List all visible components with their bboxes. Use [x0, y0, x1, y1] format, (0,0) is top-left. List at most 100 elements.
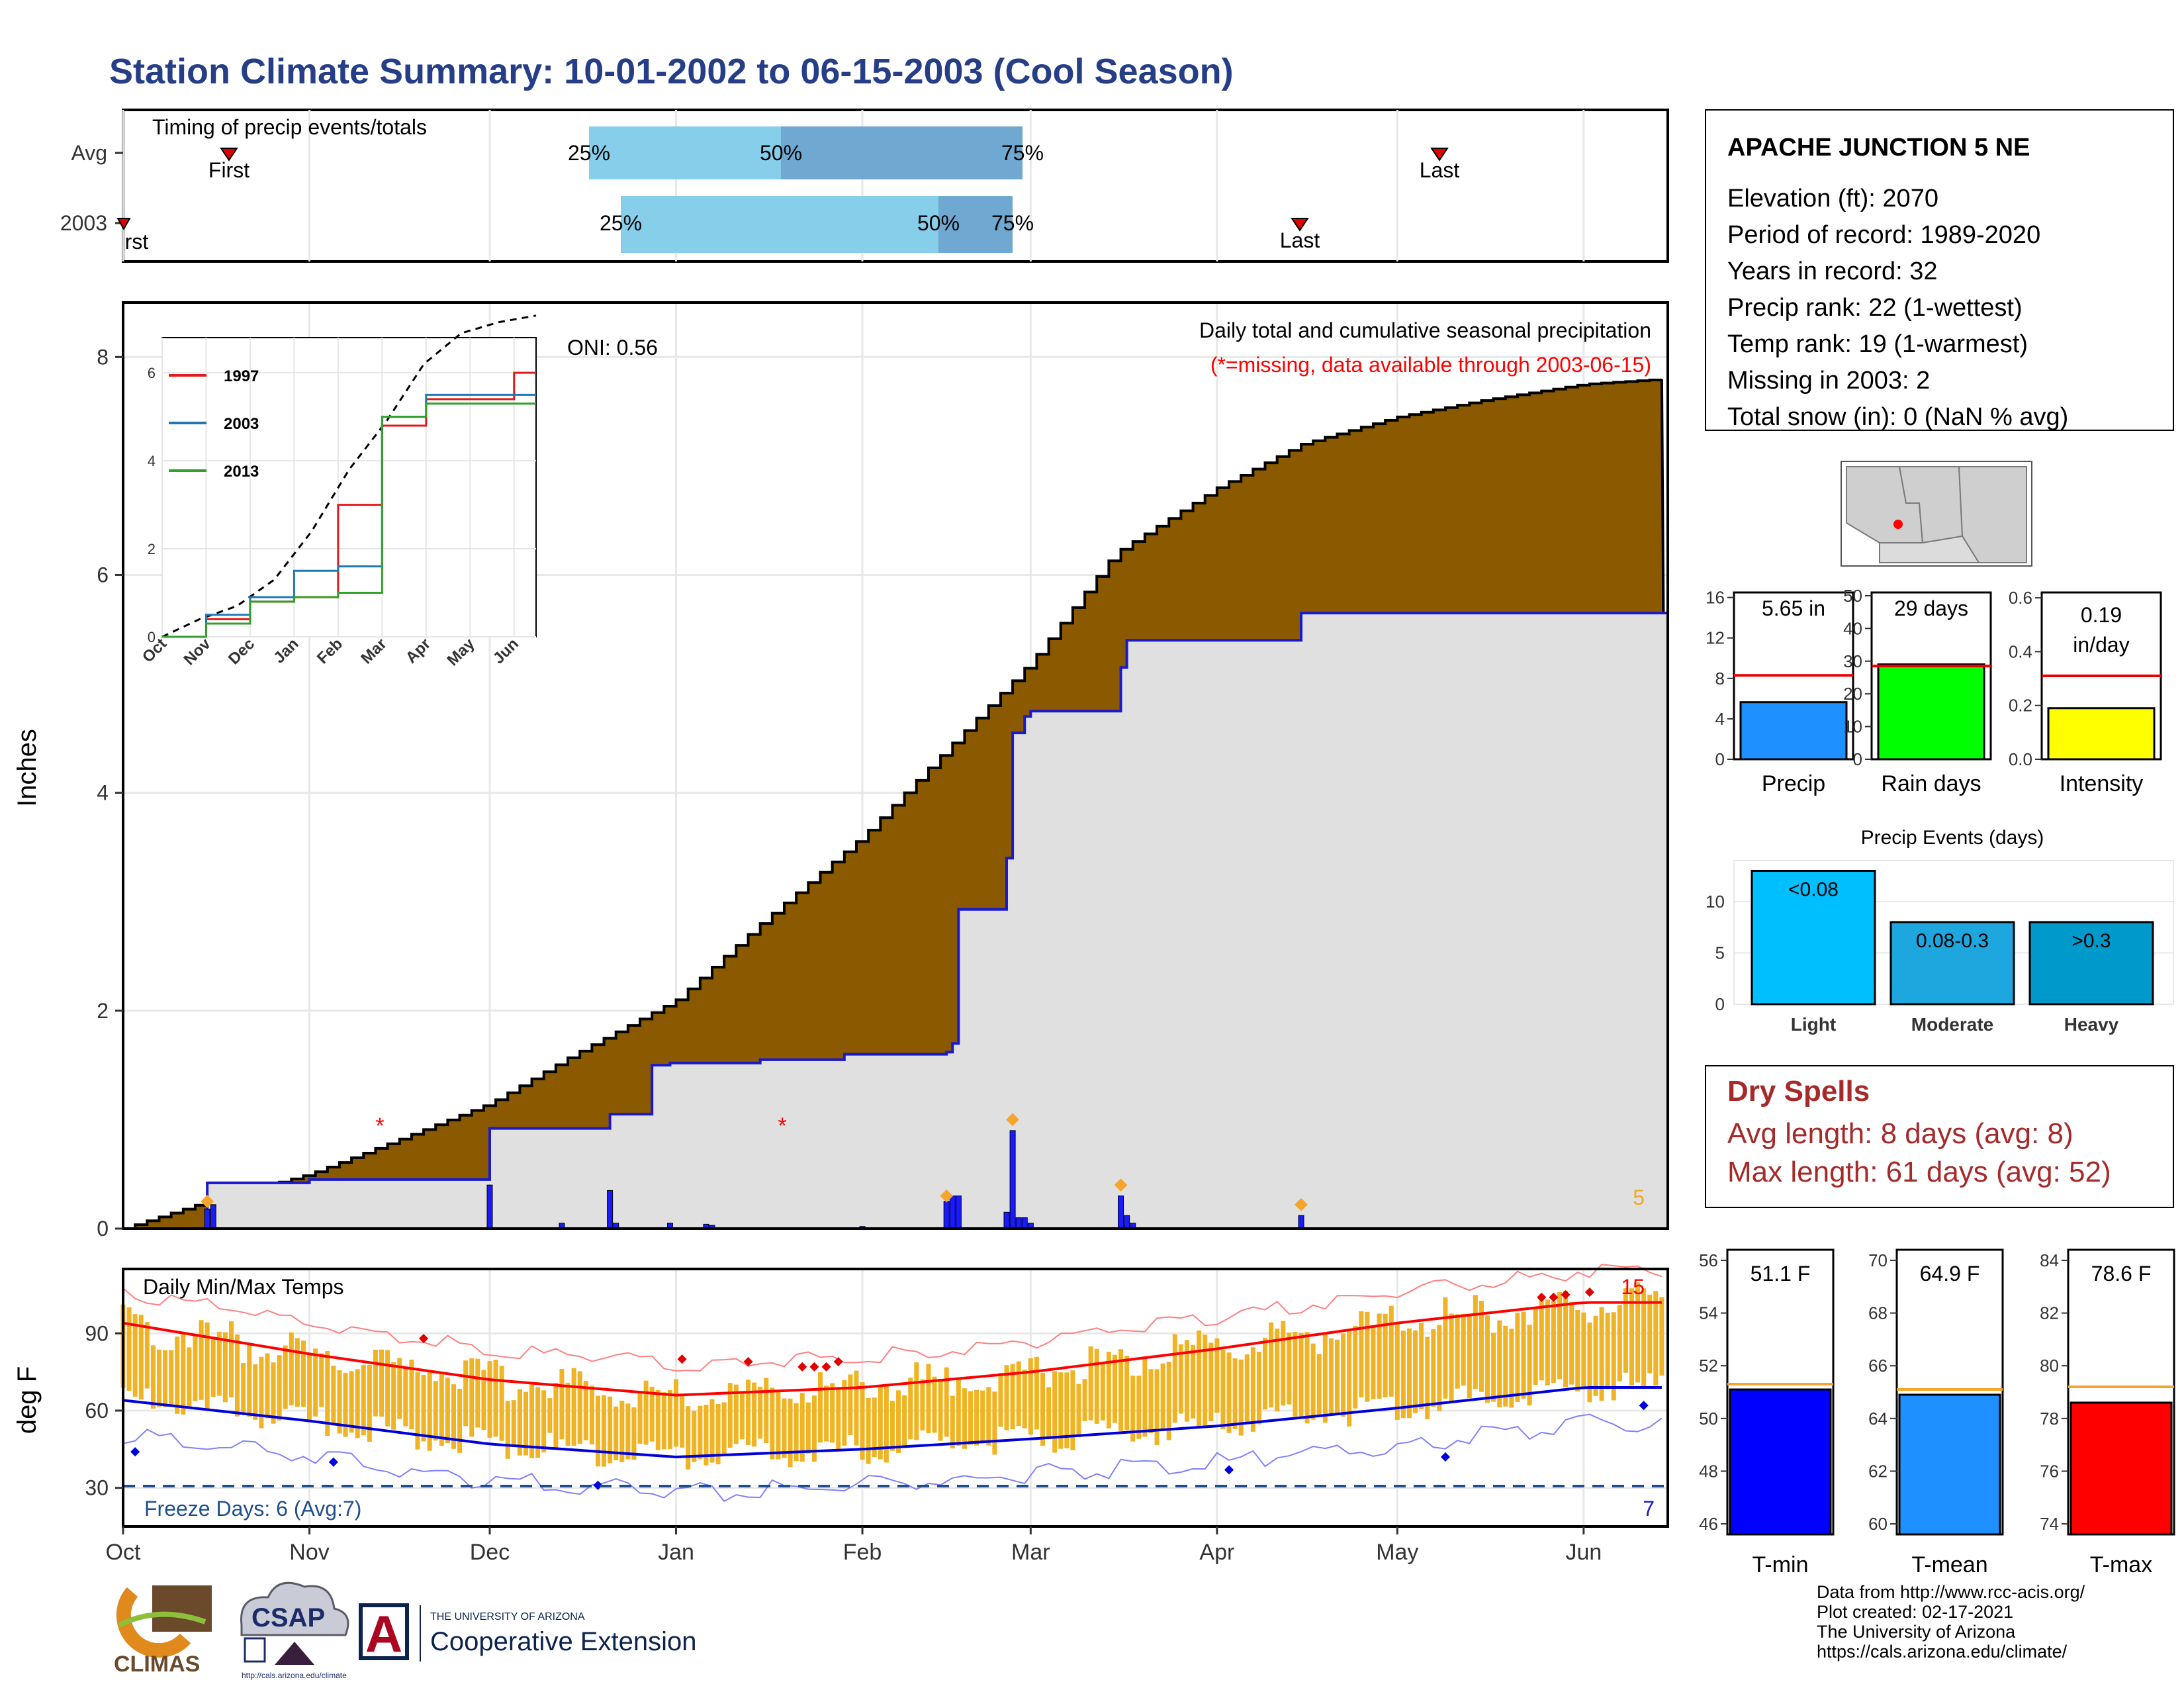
daily-temp-bar: [577, 1371, 582, 1444]
timing-row-avg-label: Avg: [71, 141, 107, 165]
daily-temp-bar: [361, 1364, 366, 1436]
daily-temp-bar: [1599, 1307, 1604, 1401]
min-record-count: 7: [1643, 1497, 1655, 1521]
daily-temp-bar: [1022, 1370, 1027, 1429]
daily-temp-bar: [709, 1399, 715, 1463]
csap-url: http://cals.arizona.edu/climate: [242, 1671, 347, 1680]
daily-precip-bar: [486, 1184, 493, 1229]
daily-precip-bar: [204, 1208, 210, 1229]
daily-temp-bar: [163, 1350, 168, 1407]
mini-bar-tick-label: 10: [1843, 717, 1862, 737]
daily-temp-bar: [1341, 1333, 1346, 1417]
daily-temp-bar: [998, 1373, 1003, 1427]
station-location-marker: [1893, 520, 1903, 529]
daily-temp-bar: [950, 1395, 955, 1449]
inset-y-tick-label: 0: [148, 629, 156, 645]
daily-temp-bar: [830, 1383, 835, 1443]
daily-temp-bar: [1112, 1354, 1117, 1423]
daily-temp-bar: [1058, 1372, 1064, 1449]
temp-summary-tick-label: 52: [1699, 1356, 1718, 1376]
daily-temp-bar: [1100, 1362, 1105, 1421]
daily-temp-bar: [1383, 1313, 1388, 1398]
avg-quartile-bar-upper: [781, 126, 1023, 179]
daily-temp-bar: [739, 1391, 745, 1440]
timing-title: Timing of precip events/totals: [152, 115, 427, 139]
daily-temp-bar: [1413, 1330, 1418, 1413]
inset-y-tick-label: 4: [148, 453, 156, 469]
precip-events-category: Moderate: [1911, 1014, 1993, 1035]
station-line: Period of record: 1989-2020: [1727, 221, 2040, 249]
daily-temp-bar: [1046, 1387, 1052, 1440]
daily-temp-bar: [409, 1359, 414, 1430]
precip-events-category: Heavy: [2064, 1014, 2119, 1035]
dry-spells-box: Dry Spells Avg length: 8 days (avg: 8) M…: [1705, 1065, 2174, 1208]
temp-summary-tick-label: 68: [1868, 1303, 1888, 1323]
daily-temp-bar: [307, 1352, 312, 1421]
daily-temp-bar: [1088, 1346, 1093, 1421]
daily-temp-bar: [277, 1355, 282, 1421]
avg-q50-label: 50%: [760, 141, 802, 165]
daily-temp-bar: [169, 1350, 174, 1407]
daily-temp-bar: [1232, 1358, 1238, 1429]
daily-temp-bar: [817, 1372, 823, 1443]
temp-summary-tick-label: 54: [1699, 1303, 1718, 1323]
daily-temp-bar: [205, 1322, 210, 1409]
daily-temp-bar: [1617, 1305, 1622, 1382]
mini-bar-tick-label: 0.4: [2009, 641, 2032, 661]
obs-q75-label: 75%: [991, 211, 1034, 235]
daily-temp-bar: [1653, 1291, 1659, 1385]
daily-temp-bar: [1064, 1372, 1069, 1448]
daily-temp-bar: [403, 1367, 408, 1427]
daily-temp-bar: [1130, 1376, 1136, 1442]
daily-temp-bar: [1293, 1332, 1298, 1417]
daily-temp-bar: [727, 1383, 733, 1448]
precip-events-bar: [2028, 921, 2154, 1006]
daily-temp-bar: [427, 1371, 432, 1451]
temperature-panel: Daily Min/Max Temps Freeze Days: 6 (Avg:…: [13, 1264, 1669, 1565]
daily-temp-bar: [866, 1397, 871, 1464]
daily-temp-bar: [505, 1401, 510, 1459]
daily-temp-bar: [980, 1390, 985, 1444]
daily-temp-bar: [661, 1392, 666, 1450]
daily-temp-bar: [1136, 1376, 1142, 1439]
daily-temp-bar: [1623, 1288, 1628, 1373]
daily-temp-bar: [704, 1405, 709, 1466]
daily-temp-bar: [1028, 1358, 1033, 1435]
daily-temp-bar: [1431, 1329, 1436, 1407]
daily-temp-bar: [1659, 1297, 1664, 1376]
daily-temp-bar: [541, 1390, 547, 1453]
daily-precip-bar: [1118, 1196, 1124, 1229]
daily-temp-bar: [210, 1336, 216, 1397]
daily-precip-bar: [1298, 1215, 1304, 1229]
daily-temp-bar: [265, 1353, 270, 1419]
dry-spells-avg: Avg length: 8 days (avg: 8): [1727, 1117, 2073, 1150]
temp-summary-label: T-max: [2090, 1552, 2152, 1577]
daily-temp-bar: [150, 1345, 156, 1409]
credit-line: https://cals.arizona.edu/climate/: [1817, 1642, 2068, 1662]
csap-logo: CSAP http://cals.arizona.edu/climate: [240, 1581, 349, 1680]
station-line: Years in record: 32: [1727, 258, 1938, 285]
daily-temp-bar: [860, 1382, 865, 1460]
mini-bar-value: [1739, 701, 1848, 761]
daily-precip-bar: [607, 1190, 614, 1229]
daily-temp-bar: [1118, 1349, 1124, 1431]
temp-summary-tick-label: 46: [1699, 1514, 1718, 1534]
daily-temp-bar: [589, 1385, 594, 1445]
daily-temp-bar: [193, 1334, 198, 1401]
inset-y-tick-label: 2: [148, 541, 156, 557]
daily-temp-bar: [144, 1322, 150, 1389]
daily-temp-bar: [1052, 1371, 1058, 1453]
daily-temp-bar: [776, 1392, 781, 1460]
mini-bar-tick-label: 0: [1715, 749, 1725, 769]
ua-logo: A THE UNIVERSITY OF ARIZONA Cooperative …: [359, 1603, 696, 1663]
daily-temp-bar: [1359, 1311, 1364, 1398]
daily-precip-bar: [955, 1196, 962, 1229]
precip-events-bar: [1751, 870, 1876, 1006]
month-label: Dec: [470, 1540, 510, 1565]
daily-temp-bar: [974, 1389, 979, 1446]
avg-max-line: [122, 1301, 1662, 1397]
daily-temp-bar: [1611, 1312, 1616, 1401]
daily-temp-bar: [222, 1332, 228, 1403]
daily-temp-bar: [457, 1389, 463, 1453]
daily-temp-bar: [181, 1333, 186, 1415]
